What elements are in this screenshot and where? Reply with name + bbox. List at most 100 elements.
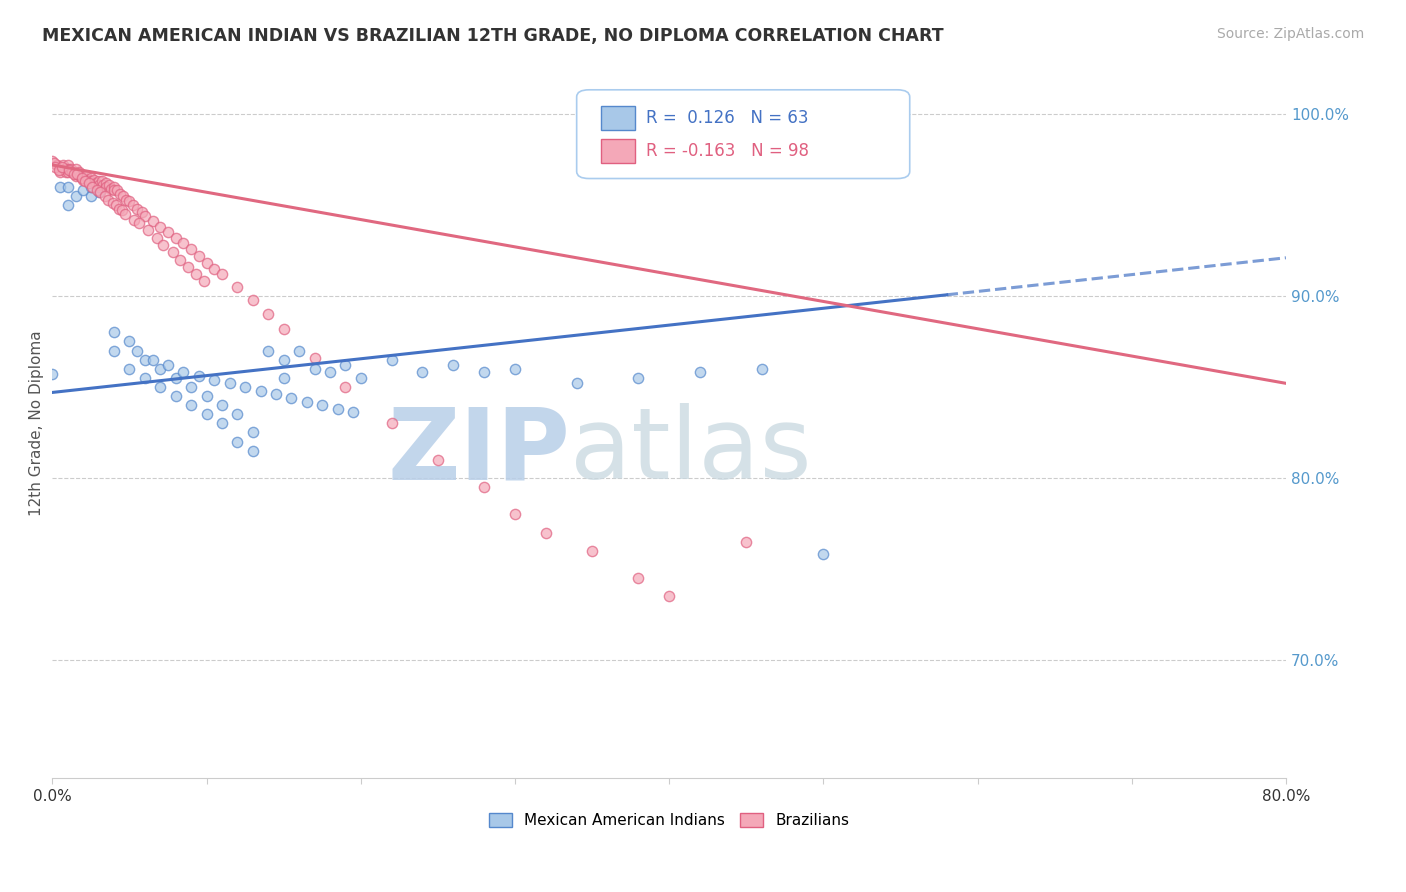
Point xyxy=(295,394,318,409)
Point xyxy=(195,389,218,403)
Point xyxy=(122,212,145,227)
Point xyxy=(242,425,264,440)
Point xyxy=(80,174,103,188)
Point xyxy=(751,361,773,376)
Y-axis label: 12th Grade, No Diploma: 12th Grade, No Diploma xyxy=(30,331,44,516)
Point xyxy=(111,203,134,218)
Point xyxy=(80,179,103,194)
Point xyxy=(226,280,249,294)
Point xyxy=(335,358,357,372)
Point xyxy=(184,267,207,281)
Point xyxy=(87,174,110,188)
Point xyxy=(257,343,280,358)
Point xyxy=(89,186,111,200)
Point xyxy=(91,178,114,192)
Point xyxy=(581,543,603,558)
Point xyxy=(58,163,80,178)
Point xyxy=(56,161,79,176)
Point xyxy=(257,307,280,321)
Point xyxy=(187,249,209,263)
Point xyxy=(49,161,72,176)
Point xyxy=(319,366,342,380)
Point xyxy=(84,176,107,190)
Point xyxy=(51,160,73,174)
Point xyxy=(142,352,165,367)
Point xyxy=(226,407,249,421)
Point xyxy=(249,384,271,398)
Point xyxy=(72,184,94,198)
Point xyxy=(103,184,125,198)
Point xyxy=(180,242,202,256)
Point xyxy=(142,214,165,228)
Point xyxy=(127,202,149,216)
Point xyxy=(82,179,104,194)
Point xyxy=(177,260,200,274)
Point xyxy=(180,380,202,394)
Point xyxy=(75,169,97,183)
Point xyxy=(211,267,233,281)
Point xyxy=(350,371,373,385)
Point xyxy=(104,198,127,212)
Text: Source: ZipAtlas.com: Source: ZipAtlas.com xyxy=(1216,27,1364,41)
Point xyxy=(381,417,404,431)
Point xyxy=(187,369,209,384)
Text: atlas: atlas xyxy=(571,403,813,500)
Point xyxy=(472,366,495,380)
Point xyxy=(41,154,63,169)
Point xyxy=(83,172,105,186)
Text: MEXICAN AMERICAN INDIAN VS BRAZILIAN 12TH GRADE, NO DIPLOMA CORRELATION CHART: MEXICAN AMERICAN INDIAN VS BRAZILIAN 12T… xyxy=(42,27,943,45)
Point xyxy=(304,361,326,376)
Point xyxy=(157,225,180,239)
Point xyxy=(70,170,93,185)
Point xyxy=(326,401,349,416)
Point xyxy=(472,480,495,494)
Point xyxy=(211,417,233,431)
Point xyxy=(273,322,295,336)
Point xyxy=(218,376,240,391)
Point xyxy=(76,172,98,186)
Point xyxy=(131,205,153,219)
Point xyxy=(202,373,225,387)
Point xyxy=(534,525,557,540)
Point xyxy=(311,398,333,412)
Point xyxy=(80,170,103,185)
Point xyxy=(565,376,588,391)
Point xyxy=(121,198,143,212)
Point xyxy=(103,343,125,358)
Point xyxy=(96,179,118,194)
Point xyxy=(118,194,141,209)
Point xyxy=(118,361,141,376)
Point xyxy=(66,167,89,181)
Point xyxy=(98,178,121,192)
Point xyxy=(107,202,129,216)
FancyBboxPatch shape xyxy=(602,106,634,130)
Point xyxy=(165,371,187,385)
Point xyxy=(202,261,225,276)
Point xyxy=(169,252,191,267)
Point xyxy=(105,184,128,198)
Point xyxy=(381,352,404,367)
Point xyxy=(49,165,72,179)
Point xyxy=(627,571,650,585)
Point xyxy=(658,589,681,603)
Point xyxy=(65,169,87,183)
Point xyxy=(94,189,117,203)
Point xyxy=(80,189,103,203)
Point xyxy=(97,193,120,207)
Point xyxy=(233,380,256,394)
Point xyxy=(59,161,82,176)
Legend: Mexican American Indians, Brazilians: Mexican American Indians, Brazilians xyxy=(482,807,855,834)
Point xyxy=(503,508,526,522)
Point xyxy=(193,275,215,289)
Point xyxy=(149,219,172,234)
Point xyxy=(411,366,433,380)
Point xyxy=(211,398,233,412)
Point xyxy=(172,366,194,380)
Point xyxy=(128,216,150,230)
Point xyxy=(118,334,141,349)
Point xyxy=(52,158,75,172)
Point xyxy=(157,358,180,372)
Point xyxy=(152,238,174,252)
Point xyxy=(101,196,124,211)
Point xyxy=(226,434,249,449)
